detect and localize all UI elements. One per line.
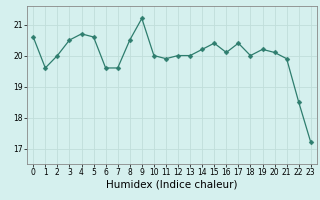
X-axis label: Humidex (Indice chaleur): Humidex (Indice chaleur)	[106, 180, 238, 190]
